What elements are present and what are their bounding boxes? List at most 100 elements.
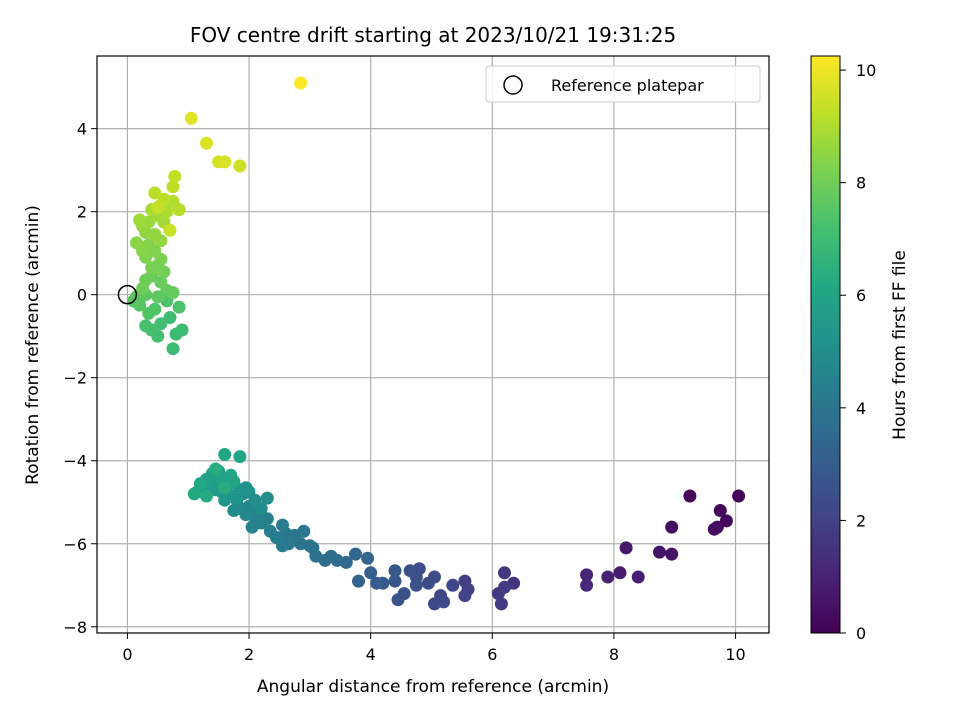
data-point: [218, 155, 232, 169]
data-point: [719, 514, 733, 528]
data-point: [494, 597, 508, 611]
data-point: [458, 589, 472, 603]
colorbar-tick-label: 6: [856, 286, 866, 305]
data-point: [233, 159, 247, 173]
colorbar-gradient: [810, 55, 841, 634]
colorbar-tick-label: 4: [856, 399, 866, 418]
data-point: [163, 311, 177, 324]
data-point: [683, 489, 697, 503]
data-point: [297, 524, 311, 538]
data-point: [154, 275, 168, 289]
y-tick-label: −4: [63, 452, 87, 471]
data-point: [619, 541, 633, 555]
data-point: [163, 223, 177, 237]
y-axis-label: Rotation from reference (arcmin): [23, 205, 43, 485]
data-point: [145, 261, 159, 275]
legend-label: Reference platepar: [551, 76, 704, 95]
data-point: [154, 317, 168, 331]
colorbar-tick-label: 2: [856, 511, 866, 530]
data-point: [263, 524, 277, 538]
colorbar-ticks: 0 2 4 6 8 10: [840, 61, 876, 643]
x-tick-label: 8: [609, 645, 619, 664]
grid-lines: [97, 56, 769, 633]
data-point: [388, 574, 402, 588]
x-axis-ticks: 0 2 4 6 8 10: [122, 633, 746, 664]
data-point: [154, 234, 168, 248]
data-point: [200, 136, 213, 150]
data-point: [352, 574, 365, 588]
data-point: [388, 564, 402, 578]
data-point: [428, 597, 441, 611]
data-point: [421, 576, 435, 590]
data-point: [148, 186, 162, 200]
x-tick-label: 10: [725, 645, 745, 664]
data-point: [276, 518, 289, 532]
y-tick-label: −2: [63, 369, 87, 388]
colorbar-label: Hours from first FF file: [890, 250, 910, 440]
reference-marker: [117, 284, 138, 305]
data-point: [172, 300, 186, 314]
data-point: [732, 489, 746, 503]
y-axis-ticks: −8 −6 −4 −2 0 2 4: [63, 120, 97, 637]
data-point: [233, 450, 247, 464]
data-point: [151, 201, 165, 214]
data-point: [707, 522, 721, 536]
data-point: [168, 169, 182, 183]
data-point: [187, 487, 201, 501]
colorbar: 0 2 4 6 8 10 Hours from first FF file: [810, 55, 910, 643]
data-point: [130, 236, 143, 250]
colorbar-tick-label: 10: [856, 61, 876, 80]
data-point: [175, 323, 189, 337]
data-point: [613, 566, 627, 580]
y-tick-label: 0: [77, 286, 87, 305]
data-point: [218, 481, 232, 495]
data-point: [166, 286, 180, 300]
colorbar-tick-label: 0: [856, 624, 866, 643]
y-tick-label: −6: [63, 535, 87, 554]
data-point: [361, 551, 375, 565]
legend: Reference platepar: [485, 65, 761, 103]
data-point: [136, 282, 150, 295]
data-point: [294, 76, 308, 90]
data-point: [142, 306, 156, 320]
chart-title: FOV centre drift starting at 2023/10/21 …: [190, 23, 676, 47]
data-point: [227, 475, 241, 488]
data-point: [166, 342, 180, 356]
data-point: [391, 593, 405, 607]
data-point: [403, 564, 417, 578]
data-point: [498, 566, 511, 580]
data-point: [580, 568, 594, 582]
y-tick-label: −8: [63, 618, 87, 637]
data-point: [409, 578, 423, 592]
data-point: [713, 504, 727, 517]
data-point: [498, 580, 511, 594]
data-point: [227, 504, 241, 517]
data-point: [665, 547, 679, 561]
data-point: [151, 290, 165, 304]
data-point: [166, 180, 180, 194]
plot-frame: [96, 55, 770, 634]
data-point: [580, 578, 594, 592]
scatter-points: [117, 76, 746, 611]
data-point: [364, 566, 378, 580]
data-point: [245, 520, 259, 534]
data-point: [184, 111, 198, 125]
data-point: [309, 549, 323, 563]
data-point: [349, 547, 362, 561]
data-point: [172, 203, 186, 217]
colorbar-tick-label: 8: [856, 174, 866, 193]
data-point: [200, 489, 213, 503]
data-point: [260, 491, 274, 505]
y-tick-label: 2: [77, 203, 87, 222]
data-point: [653, 545, 666, 559]
x-axis-label: Angular distance from reference (arcmin): [257, 677, 609, 697]
data-point: [218, 448, 232, 461]
legend-box: [485, 65, 761, 103]
y-tick-label: 4: [77, 120, 87, 139]
x-tick-label: 2: [244, 645, 254, 664]
data-point: [139, 319, 153, 333]
x-tick-label: 6: [487, 645, 497, 664]
data-point: [193, 477, 207, 491]
data-point: [209, 462, 223, 476]
